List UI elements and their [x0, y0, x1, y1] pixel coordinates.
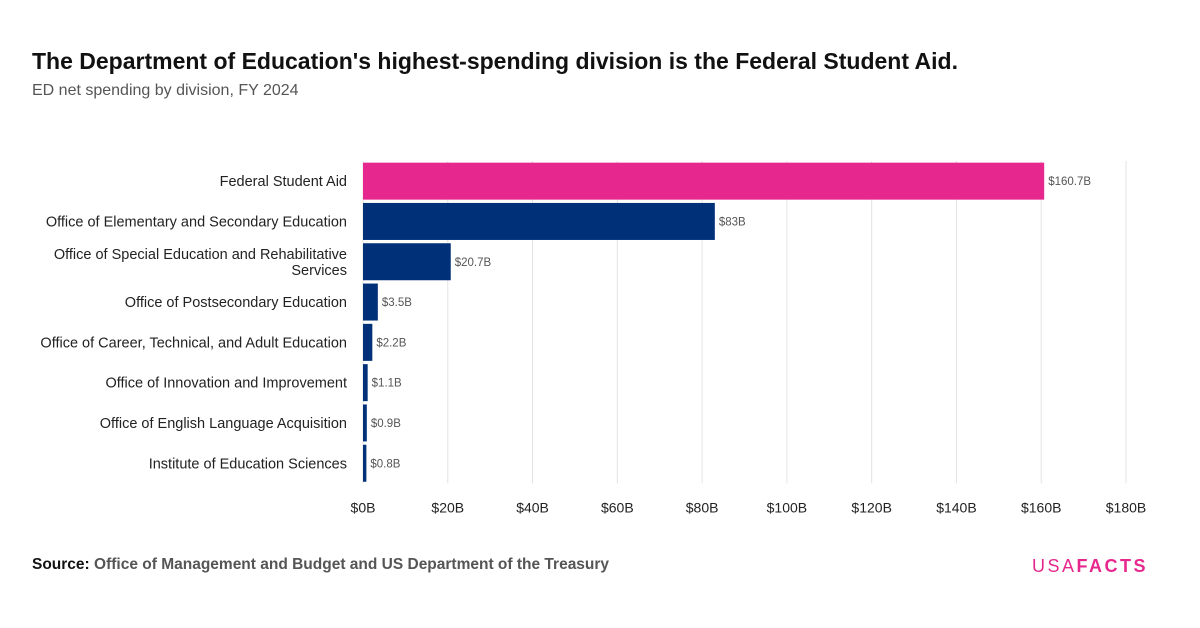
chart-title: The Department of Education's highest-sp…: [32, 48, 958, 74]
value-label: $2.2B: [376, 337, 406, 349]
bar: [363, 202, 715, 240]
x-tick-label: $60B: [601, 499, 634, 515]
category-label: Federal Student Aid: [220, 174, 347, 190]
x-tick-label: $40B: [516, 499, 549, 515]
usafacts-logo: USAFACTS: [1032, 556, 1148, 577]
bar: [363, 283, 378, 321]
logo-facts-text: FACTS: [1076, 556, 1148, 576]
source-key: Source:: [32, 556, 90, 573]
category-label: Office of Career, Technical, and Adult E…: [40, 335, 347, 351]
x-axis-ticks: $0B $20B $40B $60B $80B $100B $120B $140B $160B $…: [351, 499, 1147, 515]
bar: [363, 444, 367, 482]
category-label-line: Services: [291, 263, 347, 279]
category-label-line: Office of English Language Acquisition: [100, 416, 347, 432]
logo-usa-text: USA: [1031, 556, 1077, 576]
source-note: Source: Office of Management and Budget …: [32, 556, 609, 574]
category-label: Office of English Language Acquisition: [100, 416, 347, 432]
value-label: $160.7B: [1048, 176, 1091, 188]
x-tick-label: $0B: [351, 499, 376, 515]
x-tick-label: $160B: [1021, 499, 1061, 515]
value-label: $0.8B: [370, 458, 400, 470]
category-label-line: Federal Student Aid: [220, 174, 347, 190]
bar: [363, 162, 1045, 200]
x-tick-label: $80B: [686, 499, 719, 515]
bar-chart: Federal Student Aid Office of Elementary …: [40, 161, 1147, 515]
bars: [363, 162, 1045, 482]
category-label-line: Office of Innovation and Improvement: [105, 376, 347, 392]
value-label: $20.7B: [455, 257, 492, 269]
category-label: Office of Special Education and Rehabili…: [54, 247, 347, 279]
x-tick-label: $120B: [851, 499, 891, 515]
value-labels: $160.7B $83B $20.7B $3.5B $2.2B $1.1B $0.9B $0.…: [370, 176, 1091, 470]
x-tick-label: $100B: [767, 499, 807, 515]
category-label-line: Office of Special Education and Rehabili…: [54, 247, 347, 263]
bar: [363, 323, 373, 361]
x-tick-label: $140B: [936, 499, 976, 515]
x-tick-label: $180B: [1106, 499, 1146, 515]
bar: [363, 243, 451, 281]
category-label-line: Office of Elementary and Secondary Educa…: [46, 214, 347, 230]
category-label: Office of Elementary and Secondary Educa…: [46, 214, 347, 230]
value-label: $0.9B: [371, 418, 401, 430]
x-tick-label: $20B: [431, 499, 464, 515]
category-label: Office of Innovation and Improvement: [105, 376, 347, 392]
value-label: $1.1B: [372, 378, 402, 390]
value-label: $3.5B: [382, 297, 412, 309]
source-value: Office of Management and Budget and US D…: [94, 556, 610, 573]
category-labels: Federal Student Aid Office of Elementary …: [40, 174, 347, 472]
category-label: Office of Postsecondary Education: [125, 295, 347, 311]
chart-subtitle: ED net spending by division, FY 2024: [32, 82, 299, 99]
category-label: Institute of Education Sciences: [149, 456, 347, 472]
value-label: $83B: [719, 216, 746, 228]
category-label-line: Institute of Education Sciences: [149, 456, 347, 472]
bar: [363, 364, 368, 402]
category-label-line: Office of Postsecondary Education: [125, 295, 347, 311]
category-label-line: Office of Career, Technical, and Adult E…: [40, 335, 347, 351]
bar: [363, 404, 367, 442]
